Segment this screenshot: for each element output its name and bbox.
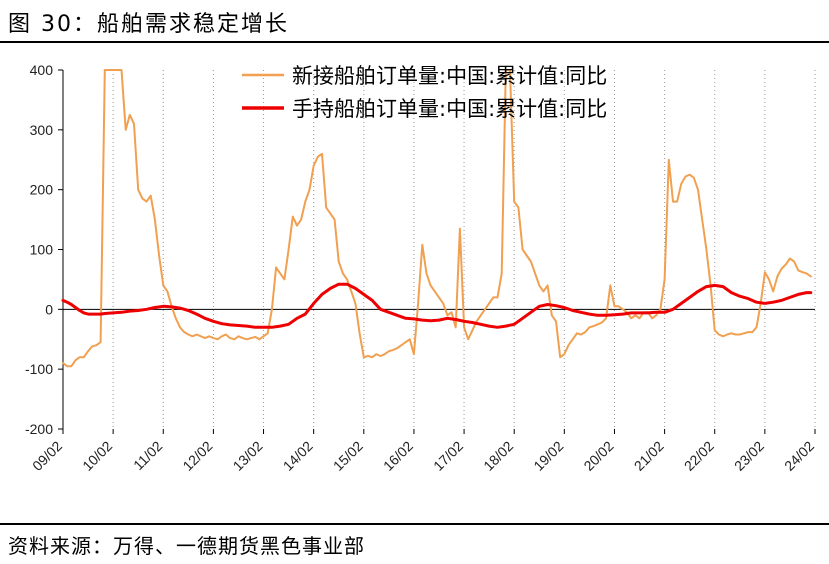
x-tick-label: 13/02 — [230, 438, 266, 474]
bottom-rule — [0, 523, 829, 525]
x-tick-label: 12/02 — [179, 438, 215, 474]
x-tick-label: 16/02 — [380, 438, 416, 474]
y-tick-label: 300 — [30, 122, 54, 138]
series-line-1 — [62, 69, 812, 368]
x-tick-label: 23/02 — [731, 438, 767, 474]
y-tick-label: 200 — [30, 182, 54, 198]
source-note: 资料来源：万得、一德期货黑色事业部 — [8, 534, 365, 558]
figure-title: 图 30：船舶需求稳定增长 — [8, 12, 289, 37]
x-gridlines — [62, 70, 816, 429]
y-tick-label: 0 — [45, 301, 53, 317]
x-tick-label: 09/02 — [29, 438, 65, 474]
x-tick-label: 19/02 — [530, 438, 566, 474]
x-tick-label: 15/02 — [330, 438, 366, 474]
x-tick-label: 11/02 — [130, 438, 166, 474]
legend-label-1: 新接船舶订单量:中国:累计值:同比 — [292, 64, 607, 88]
x-tick-label: 18/02 — [480, 438, 516, 474]
line-chart: -200 -100 0 100 200 300 400 09/02 10/02 11/02 12/… — [25, 62, 817, 474]
legend-label-2: 手持船舶订单量:中国:累计值:同比 — [292, 97, 607, 121]
y-axis: -200 -100 0 100 200 300 400 — [25, 62, 64, 437]
y-tick-label: 100 — [30, 242, 54, 258]
x-tick-label: 21/02 — [631, 438, 667, 474]
x-tick-label: 14/02 — [280, 438, 316, 474]
top-rule — [0, 41, 829, 43]
x-tick-label: 20/02 — [580, 438, 616, 474]
y-tick-label: -200 — [25, 421, 53, 437]
x-tick-label: 24/02 — [781, 438, 817, 474]
x-tick-label: 10/02 — [79, 438, 115, 474]
plot-series — [61, 69, 813, 368]
x-axis: 09/02 10/02 11/02 12/02 13/02 14/02 15/02 16/02… — [29, 308, 817, 474]
y-tick-label: 400 — [30, 62, 54, 78]
y-tick-label: -100 — [25, 361, 53, 377]
series-line-2 — [61, 282, 813, 329]
x-tick-label: 22/02 — [681, 438, 717, 474]
x-tick-label: 17/02 — [430, 438, 466, 474]
